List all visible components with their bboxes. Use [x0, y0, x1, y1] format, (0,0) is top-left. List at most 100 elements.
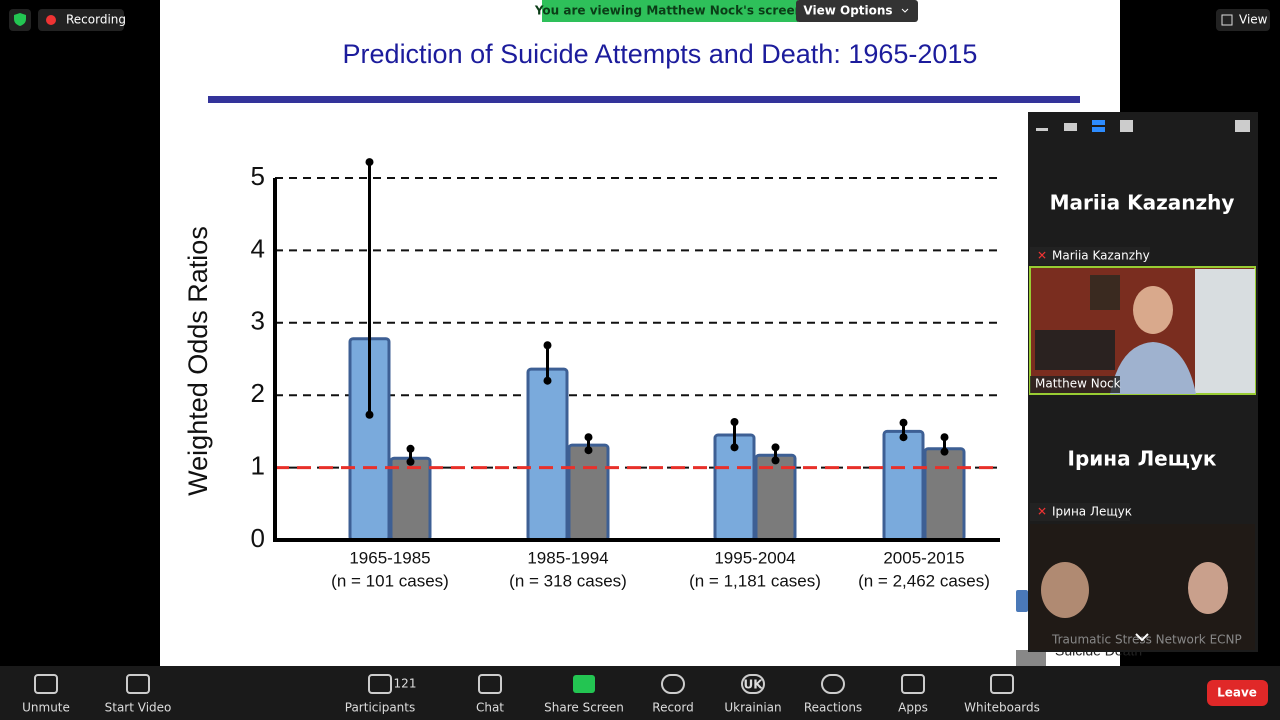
- toolbar-icon[interactable]: [901, 674, 925, 694]
- toolbar-icon[interactable]: [478, 674, 502, 694]
- muted-icon: ✕: [1037, 505, 1047, 519]
- slide: [160, 0, 1120, 666]
- sofa: [1035, 330, 1115, 370]
- panel-icon[interactable]: [1120, 120, 1133, 132]
- scroll-chevron[interactable]: [1135, 633, 1149, 642]
- slide-title: Prediction of Suicide Attempts and Death…: [343, 39, 978, 69]
- recording-label: Recording: [66, 13, 126, 27]
- error-cap: [940, 433, 949, 442]
- error-cap: [771, 443, 780, 452]
- error-cap: [406, 457, 415, 466]
- toolbar-icon[interactable]: [573, 675, 595, 693]
- tile-label: Mariia Kazanzhy: [1052, 249, 1150, 263]
- language-code: UK: [743, 678, 763, 692]
- y-tick-label: 3: [251, 306, 265, 336]
- y-tick-label: 2: [251, 378, 265, 408]
- toolbar-icon[interactable]: [990, 674, 1014, 694]
- view-options-button[interactable]: [796, 0, 918, 22]
- picture-frame: [1090, 275, 1120, 310]
- tile-label-bg: [1030, 247, 1150, 265]
- case-label: (n = 1,181 cases): [689, 571, 821, 590]
- tile-big-name: Mariia Kazanzhy: [1050, 191, 1235, 215]
- toolbar-buttons: Unmute Start Video Participants Chat Share S…: [22, 674, 1040, 715]
- error-cap: [365, 158, 374, 167]
- title-rule: [208, 96, 1080, 103]
- toolbar-label: Ukrainian: [724, 701, 781, 715]
- error-cap: [543, 376, 552, 385]
- toolbar-label: Reactions: [804, 701, 862, 715]
- x-tick-label: 1965-1985: [349, 548, 430, 567]
- toolbar-label: Apps: [898, 701, 928, 715]
- view-options-label: View Options: [803, 4, 892, 18]
- recording-pill[interactable]: [38, 9, 124, 31]
- x-tick-label: 2005-2015: [883, 548, 964, 567]
- view-label: View: [1239, 13, 1268, 27]
- bar: [526, 367, 569, 542]
- leave-button[interactable]: [1207, 680, 1268, 706]
- y-tick-label: 1: [251, 450, 265, 480]
- tile-label: Traumatic Stress Network ECNP: [1051, 633, 1242, 647]
- toolbar-label: Start Video: [105, 701, 172, 715]
- legend-swatch: [1016, 590, 1028, 612]
- recording-dot: [46, 15, 56, 25]
- error-cap: [771, 456, 780, 465]
- toolbar-label: Participants: [345, 701, 416, 715]
- person-shirt: [1110, 342, 1196, 394]
- x-tick-label: 1985-1994: [527, 548, 608, 567]
- leave-label: Leave: [1217, 686, 1257, 700]
- toolbar-icon[interactable]: [741, 674, 765, 694]
- viewing-banner: [542, 0, 798, 22]
- y-tick-label: 5: [251, 161, 265, 191]
- error-cap: [899, 433, 908, 442]
- error-cap: [730, 417, 739, 426]
- person-face: [1188, 562, 1228, 614]
- toolbar-label: Whiteboards: [964, 701, 1040, 715]
- toolbar-icon[interactable]: [34, 674, 58, 694]
- toolbar-label: Chat: [476, 701, 504, 715]
- person-face: [1133, 286, 1173, 334]
- panel-icon[interactable]: [1235, 120, 1250, 132]
- error-cap: [940, 447, 949, 456]
- error-cap: [584, 446, 593, 455]
- toolbar-icon[interactable]: [368, 674, 392, 694]
- case-label: (n = 101 cases): [331, 571, 449, 590]
- error-cap: [543, 341, 552, 350]
- chart: 0 1 2 3 4 5 Weighted Odds Ratios 1965-1985 (n = …: [183, 158, 1000, 590]
- toolbar-icon[interactable]: [821, 674, 845, 694]
- shield: [14, 13, 26, 26]
- toolbar: [0, 666, 1280, 720]
- panel-icon[interactable]: [1092, 120, 1105, 125]
- legend-swatch: [1016, 650, 1046, 666]
- chevron: [901, 8, 909, 13]
- error-cap: [406, 444, 415, 453]
- bar: [389, 456, 432, 542]
- tile-label: Ірина Лещук: [1052, 505, 1132, 519]
- error-cap: [730, 443, 739, 452]
- error-cap: [584, 433, 593, 442]
- error-cap: [899, 418, 908, 427]
- toolbar-label: Record: [652, 701, 693, 715]
- tile-big-name: Ірина Лещук: [1068, 447, 1217, 471]
- viewing-banner-text: You are viewing Matthew Nock's screen: [534, 4, 803, 18]
- toolbar-label: Unmute: [22, 701, 70, 715]
- panel-icon[interactable]: [1064, 123, 1077, 131]
- y-axis-label: Weighted Odds Ratios: [183, 226, 213, 496]
- window: [1195, 269, 1255, 393]
- toolbar-icon[interactable]: [661, 674, 685, 694]
- participant-count: 121: [394, 677, 417, 691]
- y-tick-label: 4: [251, 233, 265, 263]
- error-cap: [365, 410, 374, 419]
- toolbar-icon[interactable]: [126, 674, 150, 694]
- tile-label: Matthew Nock: [1035, 377, 1121, 391]
- panel-icon: [1092, 127, 1105, 132]
- tile-label-bg: [1030, 376, 1120, 393]
- y-tick-label: 0: [251, 523, 265, 553]
- bar: [567, 443, 610, 542]
- bar: [923, 447, 966, 542]
- view-icon: [1221, 14, 1233, 26]
- case-label: (n = 2,462 cases): [858, 571, 990, 590]
- person-face: [1041, 562, 1089, 618]
- panel-icon[interactable]: [1036, 128, 1048, 131]
- toolbar-label: Share Screen: [544, 701, 624, 715]
